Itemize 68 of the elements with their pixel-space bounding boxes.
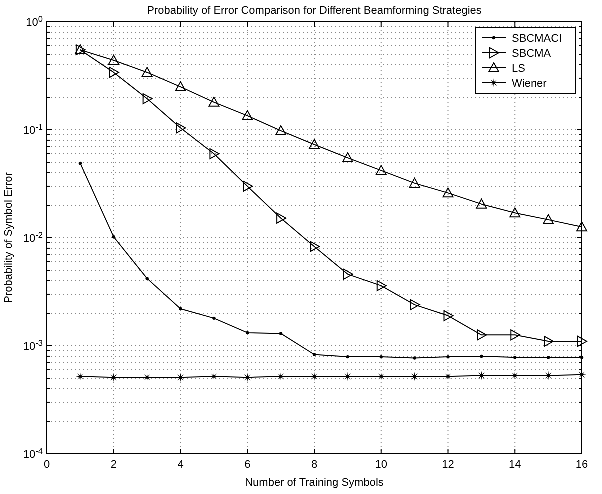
point	[480, 354, 484, 358]
point	[510, 330, 521, 341]
x-tick-label: 6	[244, 459, 251, 471]
point	[142, 93, 153, 104]
y-tick-label: 10$^{-4}$	[23, 446, 44, 461]
point	[109, 67, 120, 78]
point	[212, 316, 216, 320]
point	[310, 372, 319, 382]
point	[310, 241, 320, 252]
y-axis-title: Probability of Symbol Error	[3, 172, 15, 304]
point	[112, 235, 116, 239]
point	[380, 355, 383, 359]
point	[276, 212, 287, 224]
point	[276, 125, 287, 136]
point	[343, 268, 354, 280]
legend-label: LS	[512, 63, 526, 75]
point	[476, 198, 488, 209]
point	[410, 299, 420, 310]
y-tick-label: 10$^{0}$	[26, 14, 44, 29]
x-tick-label: 8	[311, 459, 318, 471]
x-axis-title: Number of Training Symbols	[245, 477, 384, 489]
point	[376, 165, 387, 176]
legend-label: Wiener	[512, 78, 548, 90]
point	[477, 330, 488, 341]
point	[208, 96, 220, 107]
legend-label: SBCMA	[512, 48, 552, 60]
point	[76, 372, 85, 382]
x-tick-label: 0	[44, 459, 50, 471]
point	[346, 355, 350, 359]
point	[510, 208, 521, 218]
point	[544, 336, 554, 348]
point	[446, 355, 450, 359]
x-tick-label: 4	[178, 459, 184, 471]
point	[279, 332, 283, 336]
point	[243, 180, 254, 192]
y-tick-label: 10$^{-2}$	[23, 230, 44, 245]
point	[176, 122, 186, 134]
point	[246, 331, 250, 335]
point	[146, 277, 149, 280]
point	[108, 55, 120, 66]
point	[175, 82, 186, 92]
point	[543, 214, 554, 224]
point	[578, 336, 588, 348]
point	[546, 356, 550, 360]
point	[78, 162, 82, 166]
point	[442, 188, 454, 198]
point	[309, 139, 320, 150]
point	[444, 310, 454, 322]
y-tick-label: 10$^{-1}$	[23, 122, 44, 137]
x-tick-label: 10	[375, 459, 388, 471]
point	[576, 222, 588, 232]
point	[210, 148, 220, 160]
point	[342, 152, 354, 163]
point	[242, 110, 254, 120]
x-tick-label: 2	[110, 459, 117, 471]
point	[409, 178, 420, 188]
point	[376, 280, 387, 292]
point	[312, 353, 316, 356]
chart-title: Probability of Error Comparison for Different Beamforming Strategies	[147, 5, 482, 17]
x-tick-label: 14	[509, 459, 522, 471]
point	[142, 67, 153, 78]
x-tick-label: 16	[576, 459, 588, 471]
point	[179, 307, 182, 311]
point	[514, 356, 517, 360]
legend-label: SBCMACI	[512, 33, 562, 45]
point	[413, 356, 416, 360]
x-tick-label: 12	[442, 459, 454, 471]
y-tick-label: 10$^{-3}$	[23, 338, 44, 353]
